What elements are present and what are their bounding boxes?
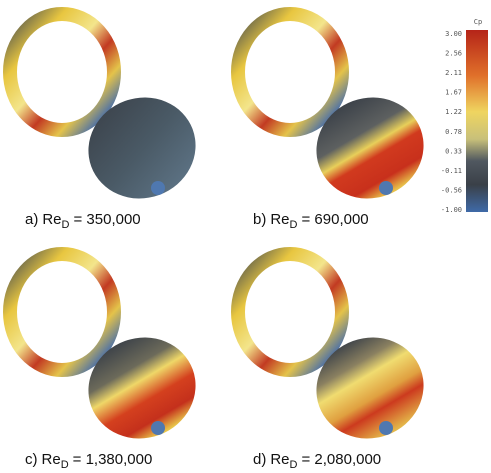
stagnation-point — [151, 421, 165, 435]
colorbar-label: -0.11 — [441, 167, 462, 175]
ring — [231, 247, 349, 377]
colorbar-title: Cp — [474, 18, 482, 26]
panel: c) ReD = 1,380,000 — [3, 247, 196, 471]
colorbar-label: -1.00 — [441, 206, 462, 214]
colorbar-label: 0.33 — [445, 147, 462, 155]
caption-value: = 1,380,000 — [73, 451, 153, 468]
colorbar-label: 2.56 — [445, 50, 462, 58]
caption-re: Re — [42, 211, 61, 228]
caption: d) ReD = 2,080,000 — [253, 451, 381, 471]
caption-sub: D — [290, 459, 298, 471]
caption-value: = 690,000 — [301, 211, 368, 228]
caption: b) ReD = 690,000 — [253, 211, 369, 231]
ring — [3, 7, 121, 137]
caption-label: c) — [25, 451, 38, 468]
panel: b) ReD = 690,000 — [231, 7, 424, 231]
caption-label: b) — [253, 211, 266, 228]
colorbar — [466, 30, 488, 212]
caption-sub: D — [61, 459, 69, 471]
surface — [316, 97, 424, 199]
caption-label: d) — [253, 451, 266, 468]
stagnation-point — [379, 421, 393, 435]
colorbar-label: 0.78 — [445, 128, 462, 136]
ring — [231, 7, 349, 137]
caption-value: = 2,080,000 — [301, 451, 381, 468]
caption-re: Re — [270, 211, 289, 228]
ring — [3, 247, 121, 377]
surface — [316, 337, 424, 439]
colorbar-label: 2.11 — [445, 69, 462, 77]
stagnation-point — [379, 181, 393, 195]
caption: c) ReD = 1,380,000 — [25, 451, 152, 471]
surface — [88, 337, 196, 439]
caption: a) ReD = 350,000 — [25, 211, 141, 231]
panel: d) ReD = 2,080,000 — [231, 247, 424, 471]
caption-sub: D — [62, 219, 70, 231]
stagnation-point — [151, 181, 165, 195]
panel: a) ReD = 350,000 — [3, 7, 196, 231]
colorbar-label: -0.56 — [441, 186, 462, 194]
caption-label: a) — [25, 211, 38, 228]
caption-sub: D — [290, 219, 298, 231]
caption-re: Re — [42, 451, 61, 468]
caption-re: Re — [270, 451, 289, 468]
colorbar-label: 1.22 — [445, 108, 462, 116]
caption-value: = 350,000 — [73, 211, 140, 228]
surface — [88, 97, 196, 199]
colorbar-label: 3.00 — [445, 30, 462, 38]
colorbar-label: 1.67 — [445, 89, 462, 97]
